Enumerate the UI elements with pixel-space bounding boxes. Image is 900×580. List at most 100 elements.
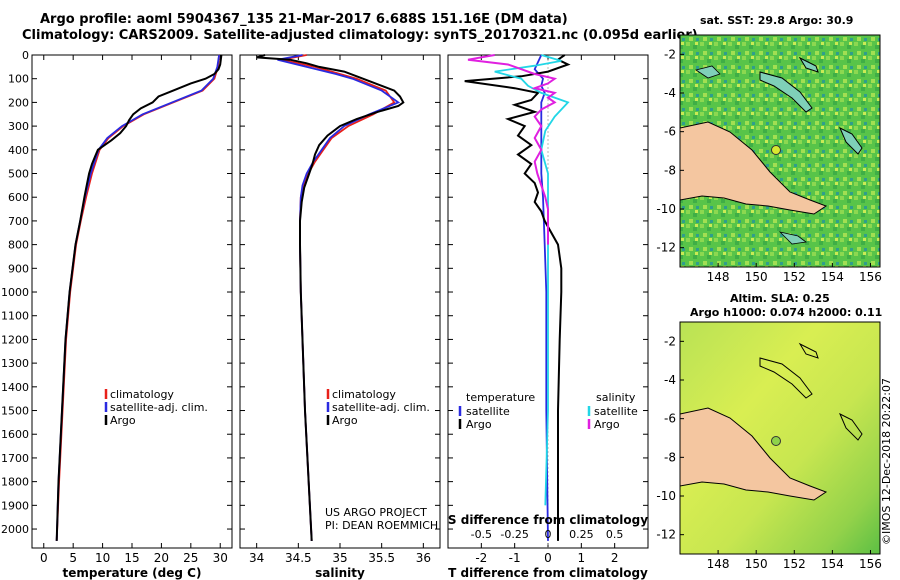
sla-argo-marker [771,436,781,446]
difference-xtick-label: 2 [611,551,619,565]
temperature-legend-label: Argo [110,414,136,427]
depth-tick-label: 1200 [1,333,29,346]
difference-xtick-label: 1 [578,551,586,565]
difference-xtick-label: -1 [509,551,521,565]
sla-map-ytick-label: -8 [664,450,676,464]
depth-tick-label: 800 [8,239,29,252]
sla-map-xtick-label: 152 [783,557,806,571]
depth-tick-label: 100 [8,73,29,86]
sst-land-new-guinea [680,121,828,215]
diff-top-tick-label: -0.25 [500,528,528,541]
depth-tick-label: 1700 [1,452,29,465]
difference-xlabel: T difference from climatology [448,566,648,580]
depth-tick-label: 1100 [1,310,29,323]
temperature-xlabel: temperature (deg C) [63,566,202,580]
title-line-2: Climatology: CARS2009. Satellite-adjuste… [22,28,698,43]
diff-top-tick-label: 0.25 [569,528,594,541]
diff-legend-left-title: temperature [466,391,535,404]
pi-annotation: PI: DEAN ROEMMICH [325,519,438,532]
depth-tick-label: 600 [8,191,29,204]
sla-map-ytick-label: -2 [664,334,676,348]
temperature-xtick-label: 15 [124,551,139,565]
depth-tick-label: 1900 [1,499,29,512]
difference-series-t-argo [464,54,571,541]
sla-land-bougainville [839,412,863,441]
depth-tick-label: 0 [22,49,29,62]
temperature-xtick-label: 10 [95,551,110,565]
diff-top-xlabel: S difference from climatology [448,513,648,527]
diff-top-tick-label: -0.5 [471,528,492,541]
sst-map-frame [679,34,881,268]
salinity-panel: 34 34.5 35 35.5 36 salinity climatologysatelli… [239,54,441,580]
sst-map-xtick-label: 152 [783,270,806,284]
sla-land-new-britain [759,357,813,399]
sla-land-new-guinea [680,407,828,501]
sst-map-xtick-label: 148 [707,270,730,284]
title-line-1: Argo profile: aoml 5904367_135 21-Mar-20… [40,12,568,27]
sst-map-ytick-label: -8 [664,163,676,177]
diff-legend-left-label: Argo [466,418,492,431]
salinity-legend-label: climatology [332,388,396,401]
sla-map-xtick-label: 148 [707,557,730,571]
temperature-xtick-label: 5 [69,551,77,565]
diff-top-tick-label: 0 [545,528,552,541]
temperature-legend-label: climatology [110,388,174,401]
depth-tick-label: 2000 [1,523,29,536]
sla-map-title-1: Altim. SLA: 0.25 [730,292,830,305]
depth-tick-label: 400 [8,144,29,157]
sst-map-xtick-label: 154 [821,270,844,284]
salinity-xtick-label: 35 [332,551,347,565]
temperature-panel: 0100200300400500600700800900100011001200… [1,49,233,580]
depth-tick-label: 1600 [1,428,29,441]
temperature-xtick-label: 25 [183,551,198,565]
sla-map-xtick-label: 154 [821,557,844,571]
sla-map-ytick-label: -6 [664,412,676,426]
sla-map-frame [679,321,881,555]
sla-land-new-ireland [798,342,819,359]
salinity-xtick-label: 36 [416,551,431,565]
depth-tick-label: 1400 [1,381,29,394]
sst-map-ytick-label: -4 [664,86,676,100]
sst-map-title: sat. SST: 29.8 Argo: 30.9 [700,14,854,27]
depth-tick-label: 500 [8,168,29,181]
sst-land-islet-2 [778,231,808,245]
depth-tick-label: 1500 [1,405,29,418]
sla-map-ytick-label: -12 [656,528,676,542]
difference-panel: -2 -1 0 1 2T difference from climatology temp… [447,54,649,580]
sst-map-xtick-label: 156 [859,270,882,284]
diff-legend-left-label: satellite [466,405,510,418]
depth-tick-label: 1000 [1,286,29,299]
diff-top-tick-label: 0.5 [606,528,624,541]
depth-tick-label: 300 [8,120,29,133]
salinity-legend-label: Argo [332,414,358,427]
sst-land-new-ireland [798,56,819,73]
salinity-xtick-label: 35.5 [368,551,395,565]
salinity-xtick-label: 34 [249,551,264,565]
difference-xtick-label: -2 [475,551,487,565]
sst-argo-marker [771,145,781,155]
project-annotation: US ARGO PROJECT [325,506,427,519]
sla-map-xtick-label: 150 [745,557,768,571]
sla-map: 148 150 152 154 156 -2 -4 -6 -8 -10 -12 [656,321,882,571]
temperature-frame [31,54,233,549]
sst-land-islet [695,65,721,79]
sla-map-ytick-label: -4 [664,373,676,387]
temperature-legend-label: satellite-adj. clim. [110,401,208,414]
sst-map-ytick-label: -2 [664,47,676,61]
salinity-legend-label: satellite-adj. clim. [332,401,430,414]
sla-map-title-2: Argo h1000: 0.074 h2000: 0.11 [690,306,883,319]
sst-map-ytick-label: -10 [656,202,676,216]
temperature-series-argo [55,54,223,541]
sla-map-xtick-label: 156 [859,557,882,571]
depth-tick-label: 900 [8,262,29,275]
difference-series-s-argo [467,54,558,245]
salinity-xlabel: salinity [315,566,365,580]
diff-legend-right-label: Argo [594,418,620,431]
depth-tick-label: 200 [8,96,29,109]
temperature-xtick-label: 0 [40,551,48,565]
sst-map: 148 150 152 154 156 -2 -4 -6 -8 -10 -12 [656,34,882,284]
salinity-series-argo [256,54,405,541]
temperature-xtick-label: 20 [154,551,169,565]
temperature-xtick-label: 30 [213,551,228,565]
